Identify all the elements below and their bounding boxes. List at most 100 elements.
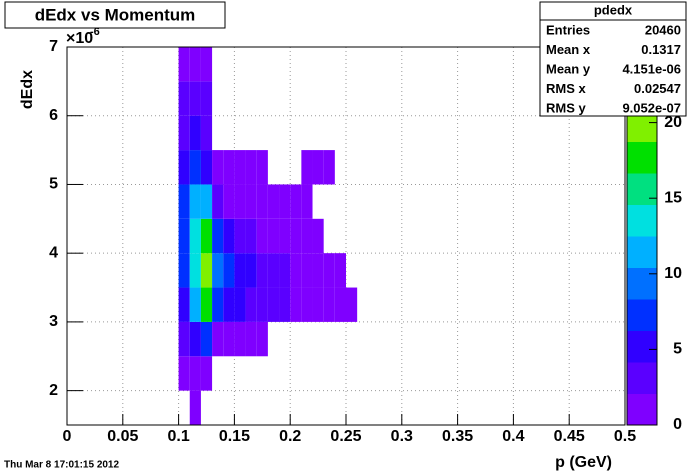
cell xyxy=(212,287,224,322)
cell xyxy=(200,115,213,151)
cell xyxy=(301,150,313,185)
stats-label: Entries xyxy=(546,22,590,37)
cell xyxy=(200,356,213,391)
stats-value: 20460 xyxy=(645,22,681,37)
stats-label: Mean y xyxy=(546,61,591,76)
x-tick-label: 0.2 xyxy=(279,428,301,445)
cell xyxy=(200,47,213,82)
cell xyxy=(290,287,302,322)
stats-title: pdedx xyxy=(594,2,633,17)
cell xyxy=(189,356,201,391)
cell xyxy=(346,287,358,322)
cell xyxy=(312,150,324,185)
colorbar-swatch xyxy=(627,173,657,205)
cell xyxy=(256,321,268,357)
cell xyxy=(178,218,190,254)
stats-value: 0.1317 xyxy=(641,42,681,57)
cell xyxy=(279,253,291,288)
cell xyxy=(189,81,201,116)
chart-title: dEdx vs Momentum xyxy=(35,5,196,24)
cell xyxy=(189,150,201,185)
cell xyxy=(256,184,268,219)
colorbar-swatch xyxy=(627,299,657,331)
cell xyxy=(323,150,335,185)
cell xyxy=(189,184,201,219)
cell xyxy=(267,287,280,322)
cell xyxy=(200,253,213,288)
cell xyxy=(267,218,280,254)
cell xyxy=(223,218,235,254)
cell xyxy=(312,287,324,322)
cell xyxy=(234,321,246,357)
cell xyxy=(178,356,190,391)
cell xyxy=(200,321,213,357)
stats-label: RMS y xyxy=(546,100,587,115)
cell xyxy=(234,150,246,185)
cell xyxy=(212,184,224,219)
cell xyxy=(212,253,224,288)
cell xyxy=(223,287,235,322)
cell xyxy=(234,287,246,322)
cell xyxy=(200,287,213,322)
x-tick-label: 0.4 xyxy=(502,428,524,445)
title-box xyxy=(4,1,226,29)
cell xyxy=(245,287,257,322)
cell xyxy=(245,184,257,219)
cell xyxy=(223,321,235,357)
cell xyxy=(290,218,302,254)
z-tick-label: 0 xyxy=(673,416,682,433)
colorbar-swatch xyxy=(627,141,657,174)
y-tick-label: 5 xyxy=(49,176,58,193)
x-tick-label: 0.1 xyxy=(167,428,189,445)
x-tick-label: 0.45 xyxy=(554,428,585,445)
cell xyxy=(267,253,280,288)
stats-value: 0.02547 xyxy=(634,81,681,96)
z-tick-label: 5 xyxy=(673,341,682,358)
cell xyxy=(245,321,257,357)
cell xyxy=(234,218,246,254)
cell xyxy=(223,150,235,185)
x-tick-label: 0.5 xyxy=(614,428,636,445)
y-tick-label: 4 xyxy=(49,244,58,261)
cell xyxy=(189,253,201,288)
cell xyxy=(189,47,201,82)
cell xyxy=(189,390,201,425)
y-tick-label: 2 xyxy=(49,382,58,399)
cell xyxy=(212,321,224,357)
cell xyxy=(279,218,291,254)
cell xyxy=(212,218,224,254)
z-tick-label: 20 xyxy=(664,114,682,131)
plot-area xyxy=(66,46,626,425)
cell xyxy=(301,184,313,219)
cell xyxy=(178,287,190,322)
y-axis-label: dEdx xyxy=(19,70,36,109)
cell xyxy=(334,253,346,288)
colorbar-swatch xyxy=(627,267,657,300)
x-tick-label: 0.05 xyxy=(107,428,138,445)
cell xyxy=(245,150,257,185)
cell xyxy=(223,184,235,219)
cell xyxy=(189,287,201,322)
y-tick-label: 6 xyxy=(49,107,58,124)
cell xyxy=(234,184,246,219)
stats-label: RMS x xyxy=(546,81,587,96)
cell xyxy=(323,287,335,322)
cell xyxy=(256,287,268,322)
stats-label: Mean x xyxy=(546,42,591,57)
cell xyxy=(200,81,213,116)
y-exponent: -6 xyxy=(90,26,100,38)
cell xyxy=(256,150,268,185)
cell xyxy=(189,321,201,357)
colorbar-swatch xyxy=(627,330,657,363)
cell xyxy=(178,115,190,151)
cell xyxy=(323,253,335,288)
cell xyxy=(290,184,302,219)
cell xyxy=(279,184,291,219)
y-tick-label: 3 xyxy=(49,313,58,330)
x-tick-label: 0.3 xyxy=(391,428,413,445)
cell xyxy=(245,253,257,288)
cell xyxy=(267,184,280,219)
cell xyxy=(301,253,313,288)
stats-frame xyxy=(539,1,687,117)
